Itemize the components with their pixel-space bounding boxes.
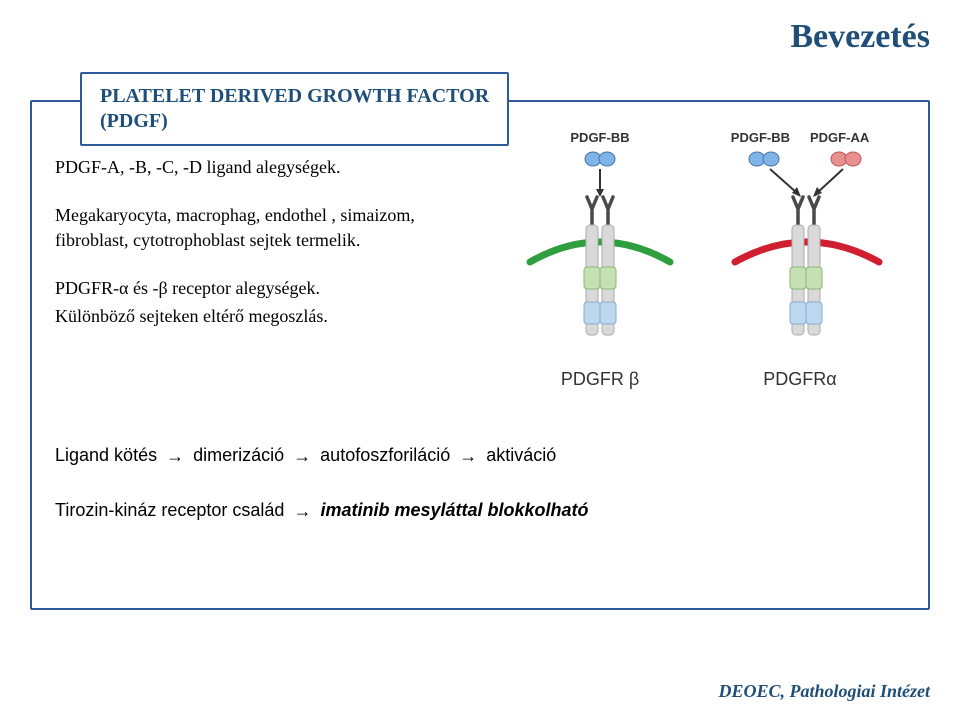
receptor-beta-svg — [515, 147, 685, 357]
ligand-label-bb-right: PDGF-BB — [731, 130, 790, 145]
pathway-line-1: Ligand kötés → dimerizáció → autofoszfor… — [55, 445, 556, 466]
receptor-alpha-group: PDGF-BB PDGF-AA — [715, 130, 885, 362]
title-line-2: (PDGF) — [100, 110, 168, 132]
receptor-alpha-label: PDGFRα — [715, 369, 885, 390]
receptor-alpha-svg — [715, 147, 900, 357]
receptor-beta-group: PDGF-BB PDGFR β — [515, 130, 685, 362]
ligand-labels-alpha: PDGF-BB PDGF-AA — [715, 130, 885, 145]
body-text-area: PDGF-A, -B, -C, -D ligand alegységek. Me… — [55, 155, 465, 352]
ligand-label-aa-right: PDGF-AA — [810, 130, 869, 145]
pathway-step-4: aktiváció — [486, 445, 556, 465]
paragraph-2: Megakaryocyta, macrophag, endothel , sim… — [55, 203, 465, 252]
pathway-step-1: Ligand kötés — [55, 445, 157, 465]
arrow-icon: → — [293, 446, 311, 467]
ligand-label-bb-left: PDGF-BB — [570, 130, 629, 145]
footer-text: DEOEC, Pathologiai Intézet — [718, 681, 930, 702]
paragraph-1: PDGF-A, -B, -C, -D ligand alegységek. — [55, 155, 465, 179]
pathway2-prefix: Tirozin-kináz receptor család — [55, 500, 284, 520]
pathway-step-3: autofoszforiláció — [320, 445, 450, 465]
receptor-beta-label: PDGFR β — [515, 369, 685, 390]
title-box: PLATELET DERIVED GROWTH FACTOR (PDGF) — [80, 72, 509, 146]
paragraph-3: PDGFR-α és -β receptor alegységek. — [55, 276, 465, 300]
arrow-icon: → — [459, 446, 477, 467]
receptor-diagram: PDGF-BB PDGFR β — [505, 130, 905, 380]
ligand-labels-beta: PDGF-BB — [515, 130, 685, 145]
slide-title: Bevezetés — [790, 18, 930, 56]
paragraph-4: Különböző sejteken eltérő megoszlás. — [55, 304, 465, 328]
arrow-icon: → — [166, 446, 184, 467]
title-line-1: PLATELET DERIVED GROWTH FACTOR — [100, 85, 489, 107]
arrow-icon: → — [293, 501, 311, 522]
pathway2-suffix: imatinib mesyláttal blokkolható — [320, 500, 588, 520]
pathway-line-2: Tirozin-kináz receptor család → imatinib… — [55, 500, 589, 521]
pathway-step-2: dimerizáció — [193, 445, 284, 465]
